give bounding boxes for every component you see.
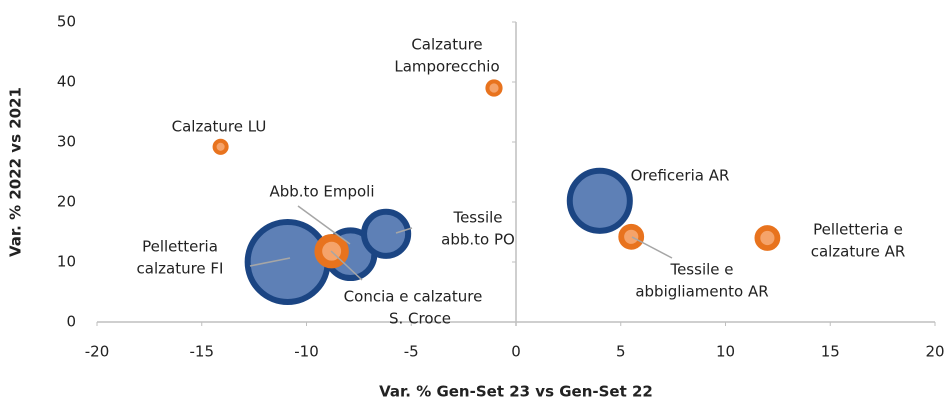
y-tick-label: 50 bbox=[57, 13, 76, 31]
x-tick-label: 5 bbox=[616, 343, 626, 361]
x-tick-label: -5 bbox=[404, 343, 419, 361]
y-tick-label: 30 bbox=[57, 133, 76, 151]
data-label: calzature FI bbox=[137, 260, 224, 278]
y-tick-label: 20 bbox=[57, 193, 76, 211]
bubble bbox=[566, 167, 633, 234]
data-label: Pelletteria bbox=[142, 238, 218, 256]
x-axis-title: Var. % Gen-Set 23 vs Gen-Set 22 bbox=[379, 383, 653, 401]
x-tick-label: -15 bbox=[190, 343, 215, 361]
x-tick-label: 10 bbox=[716, 343, 735, 361]
data-label: Abb.to Empoli bbox=[269, 183, 374, 201]
data-label: Concia e calzature bbox=[344, 288, 483, 306]
bubble bbox=[754, 225, 781, 251]
x-tick-label: 0 bbox=[511, 343, 521, 361]
bubble bbox=[618, 223, 645, 250]
leader-line bbox=[631, 236, 673, 259]
data-label: Calzature bbox=[411, 36, 482, 54]
y-tick-label: 40 bbox=[57, 73, 76, 91]
data-label: Pelletteria e bbox=[813, 221, 903, 239]
leader-line bbox=[395, 227, 413, 234]
data-label: Tessile e bbox=[669, 261, 733, 279]
x-tick-label: -10 bbox=[294, 343, 319, 361]
bubble bbox=[361, 208, 412, 259]
bubble bbox=[244, 219, 331, 305]
x-tick-label: 15 bbox=[821, 343, 840, 361]
data-label: Oreficeria AR bbox=[631, 167, 730, 185]
leader-line bbox=[330, 250, 363, 281]
leader-line bbox=[297, 205, 351, 245]
data-label: Calzature LU bbox=[172, 118, 267, 136]
x-tick-label: 20 bbox=[925, 343, 944, 361]
bubble bbox=[485, 79, 503, 97]
data-label: abb.to PO bbox=[441, 231, 515, 249]
y-tick-label: 0 bbox=[66, 313, 76, 331]
bubble bbox=[212, 138, 229, 155]
y-tick-label: 10 bbox=[57, 253, 76, 271]
data-label: abbigliamento AR bbox=[635, 283, 768, 301]
x-tick-label: -20 bbox=[85, 343, 110, 361]
data-label: calzature AR bbox=[811, 243, 906, 261]
leader-line bbox=[249, 257, 291, 267]
data-label: S. Croce bbox=[389, 310, 451, 328]
data-label: Tessile bbox=[452, 209, 502, 227]
y-axis-title: Var. % 2022 vs 2021 bbox=[7, 87, 25, 257]
data-label: Lamporecchio bbox=[394, 58, 499, 76]
